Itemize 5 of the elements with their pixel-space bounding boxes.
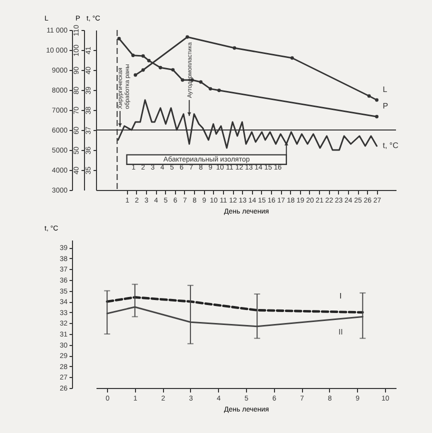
series-label: L — [382, 85, 388, 94]
series-label: I — [340, 291, 342, 300]
series-label: t, °C — [382, 141, 399, 150]
series-label: II — [338, 328, 343, 337]
series-label: P — [382, 102, 388, 111]
